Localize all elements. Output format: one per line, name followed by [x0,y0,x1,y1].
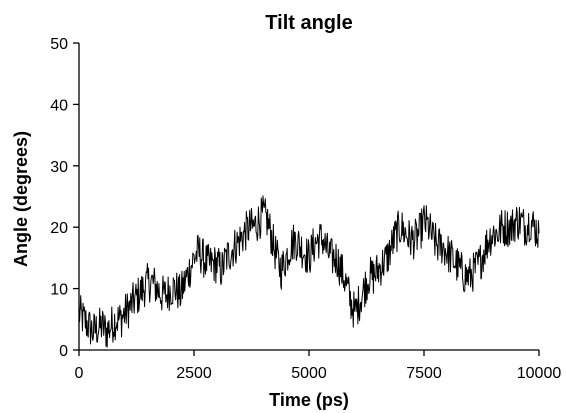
x-tick-label: 7500 [406,365,442,382]
x-axis-ticks: 0 2500 5000 7500 10000 [75,350,562,382]
x-tick-label: 2500 [176,365,212,382]
series-line [78,195,540,348]
y-tick-label: 0 [59,343,68,360]
y-axis-label: Angle (degrees) [11,131,31,267]
y-tick-label: 40 [50,97,68,114]
y-tick-label: 20 [50,220,68,237]
chart-title: Tilt angle [265,12,352,34]
x-tick-label: 10000 [517,365,562,382]
x-tick-label: 0 [75,365,84,382]
y-tick-label: 50 [50,36,68,53]
x-tick-label: 5000 [291,365,327,382]
y-tick-label: 10 [50,282,68,299]
y-axis-ticks: 0 10 20 30 40 50 [50,36,79,360]
y-tick-label: 30 [50,159,68,176]
x-axis-label: Time (ps) [269,390,349,410]
